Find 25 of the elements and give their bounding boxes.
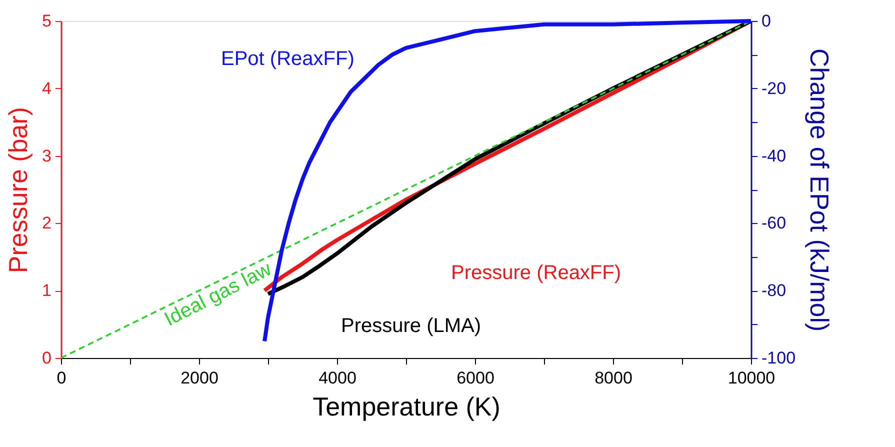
x-tick-label: 6000 [456,368,494,388]
y-tick-label: 0 [42,348,52,368]
y2-tick-label: 0 [762,12,771,30]
text: Pressure (ReaxFF) [451,262,622,284]
y2-tick-label: -20 [762,78,786,98]
y2-tick-label: -60 [762,214,786,233]
y-tick-label: 1 [42,281,52,300]
y2-tick-label: -80 [762,281,786,300]
text: Ideal gas law [161,258,276,331]
y-axis-title: Pressure (bar) [3,106,34,274]
x-tick-label: 8000 [594,368,632,388]
y-tick-label: 5 [42,12,52,30]
x-tick-label: 10000 [728,368,776,388]
text: Pressure (LMA) [341,315,482,337]
y-tick-label: 3 [42,146,52,166]
y-tick-label: 2 [42,214,52,233]
x-tick-label: 4000 [318,368,356,388]
y-tick-label: 4 [42,78,52,98]
x-tick-label: 0 [56,368,66,388]
x-tick-label: 2000 [180,368,218,388]
y2-tick-label: -100 [762,348,796,368]
x-axis-title: Temperature (K) [312,392,500,422]
y2-tick-label: -40 [762,146,786,166]
y2-axis-title: Change of EPot (kJ/mol) [804,48,835,332]
series-label: EPot (ReaxFF) [221,48,354,70]
